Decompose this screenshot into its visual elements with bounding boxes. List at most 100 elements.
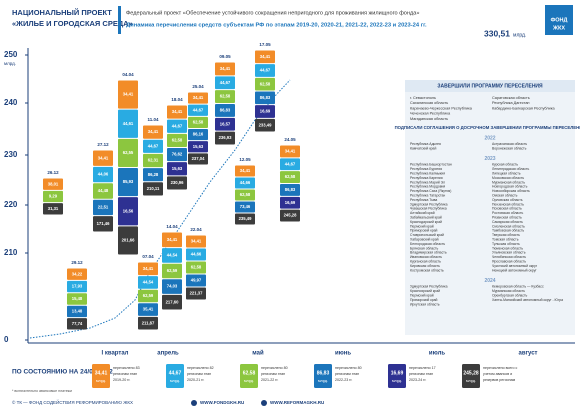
stage-value: 74,03 (167, 284, 178, 289)
stage-box (215, 117, 235, 131)
region: Удмуртская Республика (410, 285, 448, 289)
icon (261, 400, 267, 406)
region: Тамбовская область (492, 229, 524, 233)
stage-value: 16,56 (123, 208, 134, 213)
stage-box (162, 294, 182, 310)
region: Ярославская область (492, 259, 526, 263)
stage-value: 210,11 (147, 186, 160, 191)
legend-amount: 86,83 (317, 370, 330, 376)
icon (191, 400, 197, 406)
column-date: 27.12 (97, 142, 109, 147)
region: Забайкальский край (410, 215, 442, 219)
stage-box (188, 104, 208, 116)
panel-title: ПОДПИСАЛИ СОГЛАШЕНИЯ О ДОСРОЧНОМ ЗАВЕРШЕ… (395, 125, 580, 130)
month-label: июль (429, 351, 445, 357)
stage-value: 230,96 (171, 180, 184, 185)
stage-value: 44,67 (260, 68, 271, 73)
total-unit: млрд. (513, 32, 526, 38)
stage-box (93, 166, 113, 183)
stage-box (67, 268, 87, 280)
stage-box (186, 274, 206, 287)
stage-box (280, 184, 300, 196)
stage-box (235, 189, 255, 201)
stage-value: 49,97 (191, 278, 202, 283)
column-date: 24.05 (284, 137, 296, 142)
stage-box (255, 50, 275, 64)
stage-box (215, 131, 235, 145)
month-label: апрель (157, 351, 179, 357)
y-tick-label: 210 (4, 248, 18, 257)
legend-text: перечислено 80 регионам этап 2021-22 гг. (261, 366, 288, 382)
stage-box (280, 145, 300, 158)
region: Ростовская область (492, 211, 524, 215)
region: Чувашская Республика (410, 207, 447, 211)
legend-unit: млрд. (466, 379, 476, 383)
logo-text: ФОНД (551, 17, 568, 23)
region: Самарская область (492, 220, 523, 224)
stage-value: 62,58 (240, 192, 251, 197)
stage-box (235, 177, 255, 189)
stage-value: 62,58 (193, 120, 204, 125)
region: Тюменская область (492, 246, 523, 250)
legend-text: перечислено 17 регионам этап 2023-24 гг. (409, 366, 436, 382)
month-label: август (519, 351, 538, 357)
stage-value: 44,67 (285, 161, 296, 166)
region: Ленинградская область (492, 167, 529, 171)
stage-box (167, 148, 187, 162)
site: WWW.FONDGKH.RU (200, 400, 244, 405)
region: Новгородская область (492, 185, 528, 189)
y-tick-label: 240 (4, 98, 18, 107)
stage-box (93, 150, 113, 166)
legend-swatch (92, 364, 110, 388)
stage-box (43, 190, 63, 203)
stage-value: 34,41 (240, 168, 251, 173)
as-of: ПО СОСТОЯНИЮ НА 24/05/2022 (12, 369, 113, 376)
site: WWW.REFORMAGKH.RU (270, 400, 324, 405)
region: Кемеровская область — Кузбасс (492, 285, 544, 289)
stage-value: 15,63 (172, 166, 183, 171)
stage-value: 35,41 (143, 307, 154, 312)
stage-value: 86,83 (220, 108, 231, 113)
stage-value: 34,41 (98, 155, 109, 160)
region: Республика Тыва (410, 198, 437, 202)
column-date: 29.12 (71, 260, 83, 265)
legend-text: перечислено 80 регионам этап 2022-23 гг. (335, 366, 362, 382)
legend-swatch (462, 364, 480, 388)
legend-swatch (166, 364, 184, 388)
region: Красноярский край (410, 289, 440, 293)
legend-unit: млрд. (244, 379, 254, 383)
stage-value: 16,57 (220, 121, 231, 126)
stage-box (188, 129, 208, 141)
stage-box (280, 196, 300, 209)
subtitle: Динамика перечисления средств субъектам … (126, 22, 427, 29)
region: Белгородская область (410, 242, 445, 246)
region: Воронежская область (492, 146, 527, 150)
region: Рязанская область (492, 215, 522, 219)
region: Чеченская Республика (410, 112, 451, 116)
region: Карачаево-Черкесская Республика (410, 106, 473, 110)
stage-value: 236,93 (219, 135, 232, 140)
stage-box (167, 162, 187, 176)
stage-box (167, 133, 187, 147)
stage-value: 34,41 (285, 149, 296, 154)
stage-value: 76,62 (172, 152, 183, 157)
stage-box (167, 176, 187, 190)
stage-box (67, 318, 87, 330)
region: Томская область (492, 237, 519, 241)
stage-box (186, 261, 206, 274)
region: Магаданская область (410, 117, 448, 121)
stage-box (162, 232, 182, 248)
column-date: 17.05 (259, 42, 271, 47)
stage-box (188, 141, 208, 153)
legend-text: перечислено всего с учетом авансов и резер… (483, 366, 517, 382)
region: Астраханская область (492, 142, 527, 146)
group-year: 2023 (484, 156, 495, 162)
stage-box (255, 64, 275, 77)
region: Пермский край (410, 224, 434, 228)
total: 330,51 (484, 28, 510, 38)
y-tick-label: 0 (4, 335, 9, 344)
stage-value: 9,29 (49, 194, 58, 199)
stage-box (67, 305, 87, 318)
stage-value: 44,48 (98, 188, 109, 193)
stage-value: 16,69 (285, 200, 296, 205)
